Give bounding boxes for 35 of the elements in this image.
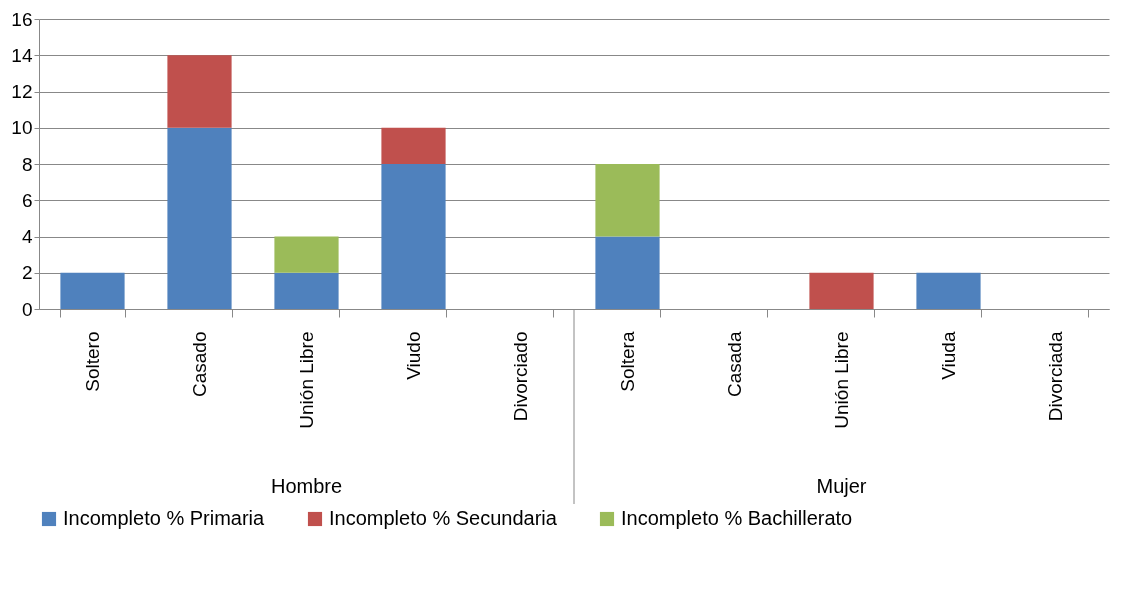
bar	[595, 164, 660, 237]
bar	[60, 272, 125, 309]
legend-label: Incompleto % Primaria	[63, 507, 266, 529]
y-tick-label: 12	[11, 81, 33, 102]
y-tick-label: 4	[21, 226, 33, 247]
x-tick-label: Viudo	[403, 331, 424, 380]
bar	[274, 236, 339, 273]
text: Mujer	[816, 475, 867, 497]
y-tick-label: 6	[21, 189, 33, 211]
x-tick-label: Unión Libre	[831, 331, 852, 429]
bar	[167, 127, 232, 309]
bar	[274, 272, 339, 309]
legend-label: Incompleto % Bachillerato	[621, 507, 853, 529]
bar	[167, 55, 232, 128]
bar	[809, 272, 874, 309]
y-tick-label: 10	[11, 117, 33, 139]
x-tick-label: Viuda	[938, 331, 959, 380]
y-tick-label: 2	[21, 262, 33, 284]
x-tick-label: Casado	[189, 331, 210, 397]
y-tick-label: 16	[11, 8, 33, 30]
y-tick-label: 14	[11, 44, 33, 66]
bar	[916, 272, 981, 309]
x-tick-label: Divorciado	[510, 331, 531, 422]
text: Hombre	[270, 475, 343, 497]
y-tick-label: 8	[21, 153, 33, 175]
x-tick-label: Soltero	[82, 331, 103, 392]
bar	[595, 236, 660, 309]
legend-label: Incompleto % Secundaria	[329, 507, 558, 529]
x-tick-label: Unión Libre	[296, 331, 317, 429]
bar	[381, 127, 446, 164]
bar	[381, 164, 446, 309]
x-tick-label: Soltera	[617, 331, 638, 392]
x-tick-label: Divorciada	[1045, 331, 1066, 422]
y-tick-label: 0	[21, 298, 33, 320]
x-tick-label: Casada	[724, 331, 745, 397]
